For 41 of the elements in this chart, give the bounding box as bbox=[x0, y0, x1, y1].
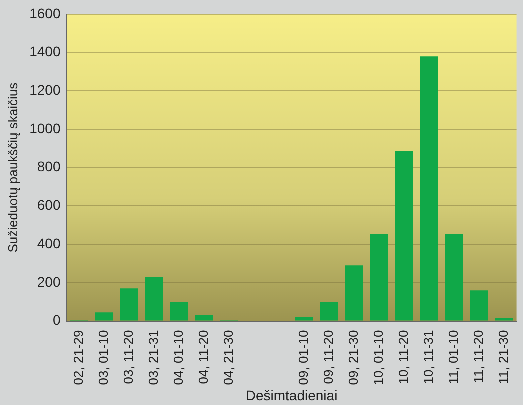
x-tick-label: 03, 11-20 bbox=[120, 330, 136, 384]
y-tick-label: 200 bbox=[37, 274, 61, 290]
x-tick-label: 09, 11-20 bbox=[320, 330, 336, 384]
bar bbox=[170, 302, 188, 321]
x-tick-label: 04, 11-20 bbox=[196, 330, 211, 384]
y-tick-label: 1400 bbox=[30, 44, 61, 60]
x-tick-label: 03, 21-31 bbox=[146, 330, 161, 386]
x-tick-label: 09, 01-10 bbox=[296, 330, 311, 386]
y-tick-label: 1600 bbox=[30, 5, 61, 22]
y-tick-label: 600 bbox=[37, 197, 61, 214]
bar bbox=[295, 317, 314, 321]
x-tick-label: 11, 01-10 bbox=[446, 330, 461, 384]
x-tick-label: 11, 11-20 bbox=[470, 330, 486, 384]
x-tick-label: 02, 21-29 bbox=[70, 330, 86, 386]
x-tick-label: 03, 01-10 bbox=[96, 330, 111, 386]
x-tick-label: 04, 21-30 bbox=[220, 330, 236, 386]
bar bbox=[320, 302, 338, 321]
y-axis-title: Sužieduotų paukščių skaičius bbox=[5, 82, 20, 253]
bar bbox=[145, 277, 164, 321]
bar bbox=[470, 290, 488, 321]
x-tick-label: 10, 11-20 bbox=[396, 330, 411, 384]
x-tick-label: 10, 11-31 bbox=[420, 330, 436, 384]
y-tick-label: 1200 bbox=[30, 82, 61, 98]
bar bbox=[395, 152, 414, 321]
bar bbox=[445, 234, 464, 321]
y-tick-label: 0 bbox=[52, 312, 61, 328]
x-axis-title: Dešimtadieniai bbox=[246, 387, 338, 404]
bar bbox=[495, 318, 514, 321]
bar bbox=[370, 234, 388, 321]
x-tick-label: 11, 21-30 bbox=[496, 330, 511, 384]
bar bbox=[95, 312, 114, 321]
y-tick-label: 800 bbox=[37, 158, 61, 175]
y-tick-label: 400 bbox=[37, 235, 61, 252]
x-tick-label: 09, 21-30 bbox=[346, 330, 361, 386]
y-tick-label: 1000 bbox=[30, 120, 61, 136]
bar bbox=[120, 288, 138, 321]
bar bbox=[345, 266, 364, 321]
bar bbox=[420, 56, 438, 321]
bar bbox=[195, 316, 214, 321]
x-tick-label: 04, 01-10 bbox=[170, 330, 186, 386]
x-tick-label: 10, 01-10 bbox=[370, 330, 386, 386]
